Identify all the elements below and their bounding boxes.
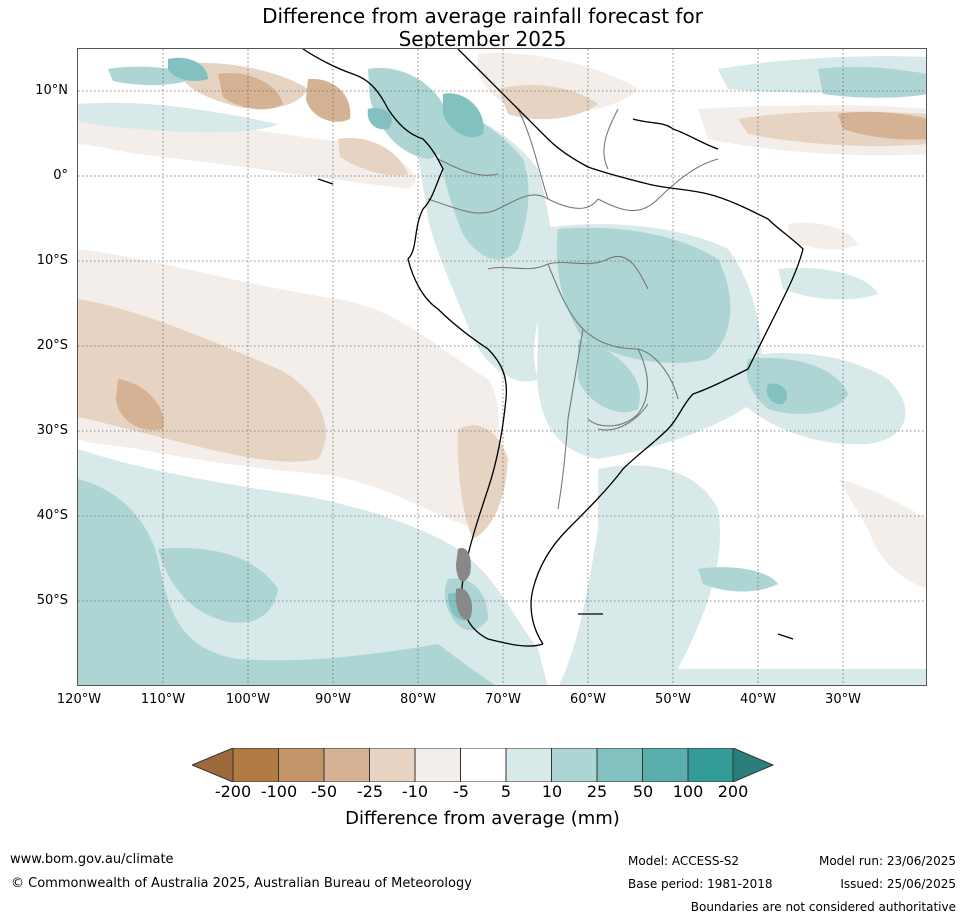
legend-tick-label: 25: [586, 782, 608, 801]
legend-tick-label: -50: [310, 782, 338, 801]
footer-disclaimer: Boundaries are not considered authoritat…: [690, 900, 956, 914]
legend-tick-label: -200: [214, 782, 252, 801]
footer-issued: Issued: 25/06/2025: [840, 877, 956, 891]
title-line-1: Difference from average rainfall forecas…: [262, 4, 703, 28]
legend-tick-label: 10: [541, 782, 563, 801]
legend-swatch-3: [323, 747, 370, 783]
lat-label-50s: 50°S: [36, 593, 68, 608]
lon-label-110w: 110°W: [140, 692, 186, 707]
legend-tick-label: -5: [453, 782, 469, 801]
legend-title: Difference from average (mm): [345, 808, 620, 829]
lon-label-40w: 40°W: [740, 692, 776, 707]
lat-label-10s: 10°S: [36, 253, 68, 268]
chile-islands: [455, 548, 473, 620]
lon-label-60w: 60°W: [570, 692, 606, 707]
wetter-areas-medium: [78, 66, 926, 685]
legend-swatch-9: [596, 747, 643, 783]
lon-label-90w: 90°W: [315, 692, 351, 707]
footer-base-period: Base period: 1981-2018: [628, 877, 773, 891]
map-gridlines: [78, 49, 926, 685]
footer-model: Model: ACCESS-S2: [628, 854, 740, 868]
lon-label-100w: 100°W: [225, 692, 271, 707]
legend-tick-label: 5: [500, 782, 512, 801]
lat-label-40s: 40°S: [36, 508, 68, 523]
legend-tick-label: -25: [356, 782, 384, 801]
lat-label-0: 0°: [53, 168, 68, 183]
legend-arrow-right: [732, 747, 775, 783]
legend-tick-label: 50: [632, 782, 654, 801]
rainfall-map: [77, 48, 927, 686]
legend-tick-label: 200: [717, 782, 749, 801]
lat-label-20s: 20°S: [36, 338, 68, 353]
lon-label-30w: 30°W: [825, 692, 861, 707]
legend-arrow-left: [190, 747, 234, 783]
lon-label-70w: 70°W: [485, 692, 521, 707]
legend-swatch-4: [369, 747, 416, 783]
legend-swatch-10: [642, 747, 689, 783]
country-borders: [427, 108, 719, 510]
legend-swatch-6: [460, 747, 507, 783]
footer-copyright: © Commonwealth of Australia 2025, Austra…: [11, 876, 472, 891]
legend-tick-label: 100: [672, 782, 704, 801]
lon-label-120w: 120°W: [56, 692, 102, 707]
lat-label-10n: 10°N: [35, 83, 68, 98]
lat-label-30s: 30°S: [36, 423, 68, 438]
legend-swatch-8: [551, 747, 598, 783]
lon-label-80w: 80°W: [400, 692, 436, 707]
legend-tick-label: -100: [260, 782, 298, 801]
legend-swatch-5: [414, 747, 461, 783]
legend-swatch-7: [505, 747, 552, 783]
legend-swatch-11: [687, 747, 734, 783]
legend-swatch-1: [232, 747, 279, 783]
lon-label-50w: 50°W: [655, 692, 691, 707]
legend-tick-label: -10: [401, 782, 429, 801]
footer-url[interactable]: www.bom.gov.au/climate: [10, 852, 174, 867]
legend-colorbar: [190, 747, 775, 783]
legend-swatch-2: [278, 747, 325, 783]
drier-areas-dark: [116, 73, 926, 430]
title-line-2: September 2025: [398, 27, 567, 51]
footer-model-run: Model run: 23/06/2025: [818, 854, 956, 868]
